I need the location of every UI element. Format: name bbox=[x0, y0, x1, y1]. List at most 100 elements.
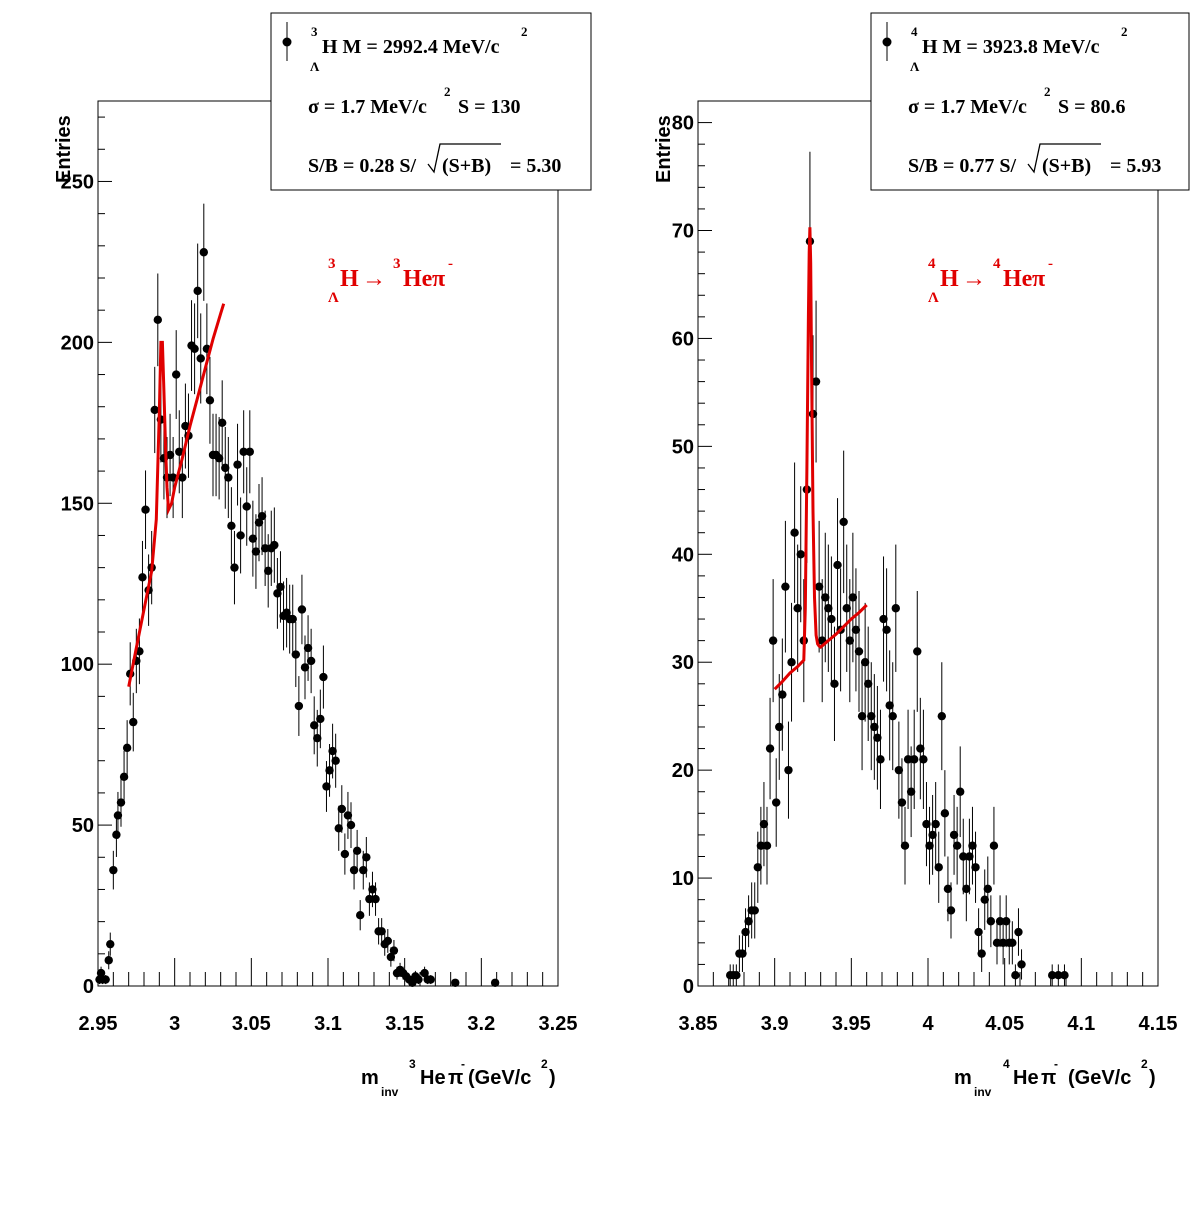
data-marker bbox=[122, 743, 132, 753]
data-point bbox=[181, 383, 190, 469]
data-point bbox=[864, 626, 873, 742]
x-tick-label: 3 bbox=[169, 1013, 180, 1035]
legend-mass-power: 2 bbox=[1121, 24, 1128, 39]
data-point bbox=[949, 794, 959, 875]
data-point bbox=[319, 645, 328, 709]
data-point bbox=[337, 785, 346, 833]
data-marker bbox=[264, 566, 273, 576]
data-marker bbox=[888, 711, 897, 721]
annotation-pion: π bbox=[432, 266, 445, 292]
x-tick-label: 3.1 bbox=[314, 1013, 342, 1035]
data-point bbox=[934, 831, 943, 903]
data-marker bbox=[230, 563, 239, 572]
data-marker bbox=[867, 711, 876, 721]
data-marker bbox=[365, 894, 374, 904]
annotation-daughter-mass: 3 bbox=[393, 256, 401, 272]
data-marker bbox=[1008, 938, 1017, 948]
data-point bbox=[793, 544, 802, 672]
data-point bbox=[860, 602, 870, 722]
data-marker bbox=[943, 884, 953, 894]
data-point bbox=[992, 921, 1002, 965]
data-point bbox=[974, 908, 983, 956]
data-point bbox=[784, 721, 793, 819]
data-point bbox=[876, 709, 885, 809]
y-axis: 0 50 100 150 200 250 bbox=[61, 116, 112, 998]
data-point bbox=[824, 544, 833, 672]
data-marker bbox=[106, 939, 115, 949]
data-point bbox=[389, 939, 399, 962]
legend-box: 3 Λ H M = 2992.4 MeV/c 2 σ = 1.7 MeV/c 2… bbox=[270, 12, 592, 191]
data-marker bbox=[977, 949, 986, 958]
x-title-mass-number: 3 bbox=[409, 1057, 416, 1071]
data-marker bbox=[224, 473, 233, 482]
data-marker bbox=[300, 663, 310, 672]
x-title-prefix: m bbox=[361, 1067, 379, 1089]
data-point bbox=[796, 486, 805, 623]
x-tick-label: 4.1 bbox=[1067, 1013, 1095, 1035]
data-marker bbox=[940, 809, 950, 818]
annotation-daughter: He bbox=[1003, 266, 1033, 292]
data-marker bbox=[119, 772, 129, 782]
fit-curve bbox=[773, 227, 868, 691]
y-axis-title: Entries bbox=[53, 115, 75, 183]
data-point bbox=[919, 709, 928, 809]
data-point bbox=[925, 806, 934, 885]
data-marker bbox=[830, 679, 839, 689]
data-marker bbox=[306, 656, 316, 666]
data-marker bbox=[900, 841, 910, 850]
data-point bbox=[150, 366, 159, 454]
data-marker bbox=[925, 841, 934, 850]
data-marker bbox=[759, 819, 769, 829]
data-marker bbox=[420, 968, 429, 978]
data-marker bbox=[104, 956, 113, 965]
data-marker bbox=[343, 811, 353, 820]
x-title-unit: (GeV/c bbox=[1068, 1067, 1131, 1089]
y-tick-label: 50 bbox=[672, 436, 694, 458]
data-marker bbox=[913, 647, 922, 656]
data-marker bbox=[113, 811, 123, 820]
data-marker bbox=[227, 521, 236, 530]
data-point bbox=[303, 615, 313, 681]
data-marker bbox=[239, 447, 248, 456]
data-point bbox=[848, 532, 858, 663]
data-point bbox=[306, 628, 316, 694]
data-marker bbox=[919, 755, 928, 764]
data-marker bbox=[245, 447, 254, 456]
data-marker bbox=[322, 782, 331, 791]
x-title-unit-power: 2 bbox=[541, 1057, 548, 1071]
x-tick-label: 3.05 bbox=[232, 1013, 271, 1035]
data-marker bbox=[833, 560, 842, 570]
data-marker bbox=[270, 540, 279, 550]
data-marker bbox=[854, 647, 864, 656]
data-marker bbox=[851, 625, 861, 635]
data-point bbox=[778, 638, 787, 751]
y-tick-label: 30 bbox=[672, 652, 694, 674]
data-point bbox=[294, 676, 304, 736]
data-marker bbox=[368, 885, 377, 894]
annotation-pion: π bbox=[1032, 266, 1045, 292]
x-tick-label: 3.9 bbox=[761, 1013, 789, 1035]
data-point bbox=[827, 556, 836, 682]
data-marker bbox=[768, 636, 778, 645]
data-marker bbox=[254, 518, 264, 527]
y-tick-label: 40 bbox=[672, 544, 694, 566]
data-point bbox=[910, 709, 919, 809]
legend-sigma-power: 2 bbox=[1044, 84, 1051, 99]
data-marker bbox=[738, 949, 747, 958]
data-point bbox=[205, 356, 215, 444]
legend-signal: S = 80.6 bbox=[1058, 96, 1126, 118]
data-marker bbox=[129, 717, 138, 727]
data-point bbox=[1017, 949, 1026, 980]
data-marker bbox=[790, 528, 799, 537]
data-point bbox=[756, 806, 766, 885]
data-marker bbox=[291, 650, 300, 659]
data-point bbox=[870, 674, 879, 780]
data-marker bbox=[775, 722, 784, 732]
y-tick-label: 0 bbox=[83, 976, 94, 998]
legend-sigma-power: 2 bbox=[444, 84, 451, 99]
data-marker bbox=[101, 975, 110, 984]
data-point bbox=[888, 662, 897, 771]
data-point bbox=[248, 500, 258, 577]
data-marker bbox=[928, 830, 937, 840]
data-marker bbox=[153, 315, 162, 325]
